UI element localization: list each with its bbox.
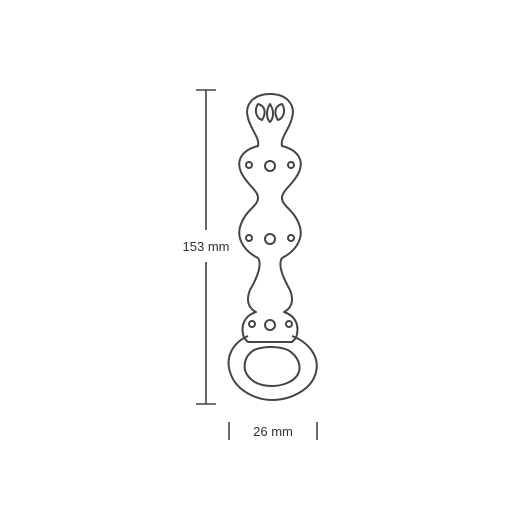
bead-1-dot-right (287, 161, 295, 169)
bead-2-dot-center (264, 233, 276, 245)
tip-hole-left (254, 103, 266, 121)
height-label: 153 mm (183, 239, 230, 254)
bead-3-dot-left (248, 320, 256, 328)
tip-hole-center (266, 103, 274, 123)
width-label: 26 mm (253, 424, 293, 439)
bead-1-dot-center (264, 160, 276, 172)
bead-3-dot-center (264, 319, 276, 331)
width-dimension: 26 mm (228, 422, 318, 440)
tip-hole-right (274, 103, 286, 121)
bead-2-dot-left (245, 234, 253, 242)
ring-handle-inner (243, 346, 301, 387)
body-silhouette (238, 93, 302, 343)
ring-handle-outer (227, 335, 318, 401)
height-dimension: 153 mm (183, 89, 230, 405)
bead-2-dot-right (287, 234, 295, 242)
bead-3-dot-right (285, 320, 293, 328)
product-outline (227, 93, 318, 401)
bead-1-dot-left (245, 161, 253, 169)
